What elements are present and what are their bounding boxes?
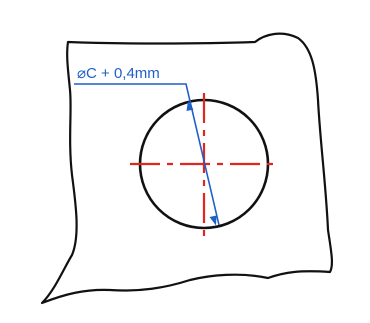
arrowhead-top bbox=[186, 101, 194, 111]
arrowhead-bottom bbox=[209, 215, 217, 226]
dimension-leader-line bbox=[74, 83, 220, 226]
part-outline bbox=[40, 32, 334, 305]
dimension-label: ⌀C + 0,4mm bbox=[77, 65, 160, 82]
